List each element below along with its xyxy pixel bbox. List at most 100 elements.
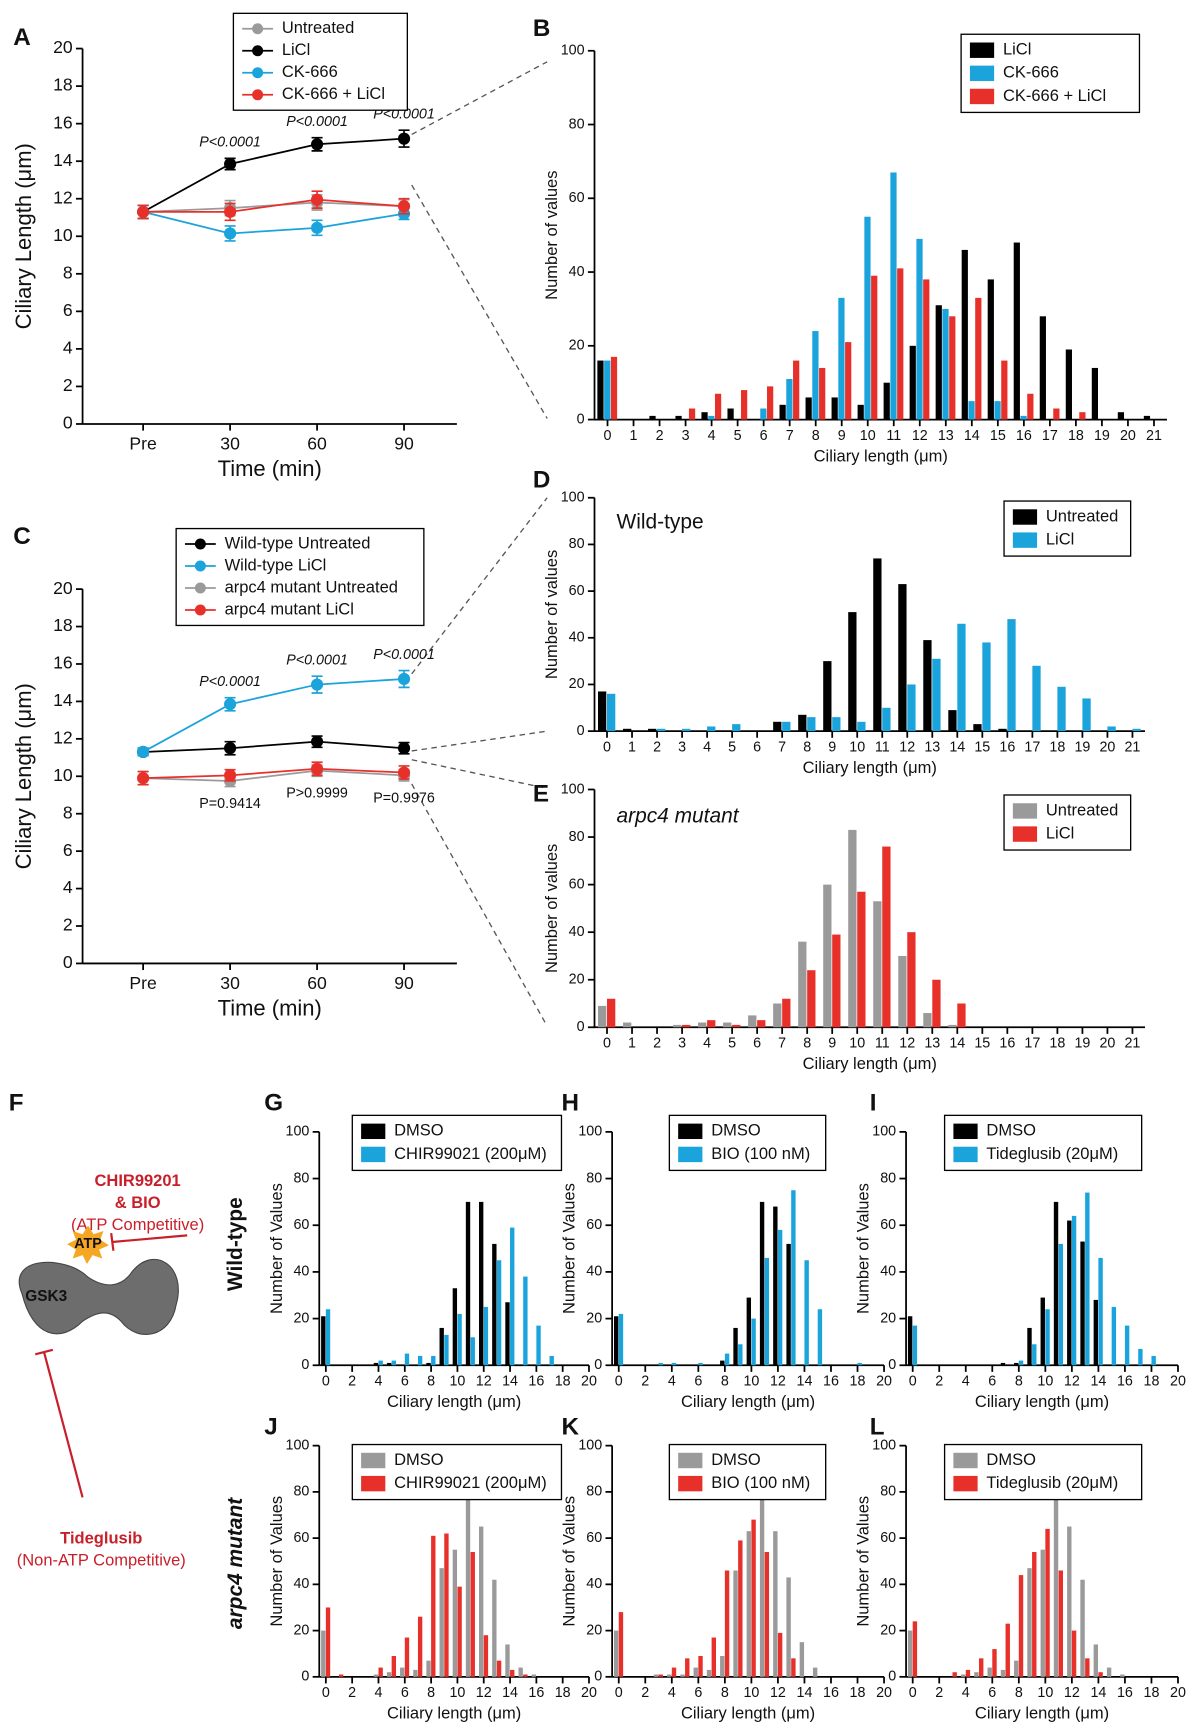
annotation: P=0.9414 [199,796,261,812]
x-tick-label: 4 [668,1374,676,1390]
x-tick-label: 12 [770,1685,786,1701]
bar [882,846,891,1028]
x-tick-label: 10 [743,1685,759,1701]
x-tick-label: 3 [678,1036,686,1052]
x-tick-label: 4 [703,739,711,755]
y-tick-label: 100 [561,490,585,506]
y-tick-label: 40 [586,1264,602,1280]
x-tick-label: 13 [924,1036,940,1052]
bar [916,238,923,420]
bar [417,1616,423,1677]
bar [1005,1623,1010,1677]
x-tick-label: 15 [974,1036,990,1052]
bar [339,1674,344,1677]
y-tick-label: 100 [872,1437,896,1453]
x-tick-label: 8 [721,1685,729,1701]
legend-swatch [678,1123,703,1140]
x-tick-label: 9 [828,739,836,755]
x-tick-label: 9 [828,1036,836,1052]
bar [675,415,682,420]
x-tick-label: 18 [850,1685,866,1701]
bar [923,279,930,420]
x-tick-label: 18 [1049,739,1065,755]
y-tick-label: 20 [880,1310,896,1326]
bar [798,714,807,732]
bar [378,1667,383,1677]
bar [764,1551,770,1677]
bar [431,1535,436,1677]
bar [693,1667,698,1677]
bar [949,316,956,420]
bar [1071,1630,1077,1677]
panel: A 0 2 4 6 8 10 12 14 16 18 20 Ciliary Length (μm) Tim… [11,12,457,481]
bar [698,1362,703,1366]
bar [523,1276,528,1366]
bar [1013,242,1020,420]
y-axis-label: Number of Values [268,1183,286,1314]
bar [413,1669,418,1677]
bar [935,305,942,420]
x-axis-label: Ciliary length (μm) [803,759,937,777]
y-axis-label: Number of Values [268,1496,286,1627]
x-tick-label: 20 [1170,1685,1186,1701]
y-axis-label: Number of values [543,550,561,679]
bar [518,1667,523,1677]
x-tick-label: 17 [1024,1036,1040,1052]
bar [746,1531,752,1677]
x-tick-label: 20 [1170,1374,1186,1390]
bar [1032,1344,1037,1366]
bar [1067,1220,1072,1366]
x-tick-label: 0 [909,1685,917,1701]
x-tick-label: 14 [502,1374,518,1390]
x-tick-label: 6 [401,1374,409,1390]
bar [1124,1325,1130,1366]
zoom-lines [411,61,548,1027]
bar [658,1674,663,1677]
bar [680,1674,685,1677]
enzyme-label: GSK3 [25,1288,67,1305]
legend-label: DMSO [711,1122,761,1140]
bar [671,1362,677,1366]
bar [698,1022,707,1028]
y-tick-label: 10 [53,225,73,245]
y-tick-label: 16 [53,653,73,673]
y-tick-label: 60 [293,1530,309,1546]
x-tick-label: 4 [703,1036,711,1052]
x-tick-label: 6 [694,1685,702,1701]
legend-swatch [361,1452,386,1469]
y-tick-label: 20 [586,1310,602,1326]
bar [748,1015,757,1028]
x-tick-label: 4 [962,1374,970,1390]
bar [777,1632,783,1677]
x-tick-label: 10 [449,1685,465,1701]
bar [1058,1570,1064,1677]
x-axis-label: Ciliary length (μm) [681,1705,815,1723]
y-tick-label: 100 [286,1437,310,1453]
legend-swatch [1012,509,1038,525]
bar [838,297,845,420]
x-tick-label: 7 [786,428,794,444]
bar [738,1344,743,1366]
point [311,221,324,234]
x-tick-label: 20 [876,1374,892,1390]
bar [1053,1201,1059,1366]
bar [688,408,696,420]
y-tick-label: 80 [293,1484,309,1500]
y-tick-label: 20 [569,338,585,354]
bar [957,1003,966,1028]
x-tick-label: 14 [949,1036,965,1052]
bar [777,1229,783,1366]
legend-marker [252,89,264,101]
y-tick-label: 40 [293,1576,309,1592]
bar [604,360,611,420]
bar [707,1020,716,1028]
bar [391,1656,396,1677]
x-tick-label: 4 [668,1685,676,1701]
x-tick-label: 5 [728,739,736,755]
x-tick-label: 12 [476,1685,492,1701]
y-tick-label: 60 [569,876,585,892]
panel-letter: J [264,1413,277,1440]
x-tick-label: 0 [322,1685,330,1701]
bar [907,1630,913,1677]
